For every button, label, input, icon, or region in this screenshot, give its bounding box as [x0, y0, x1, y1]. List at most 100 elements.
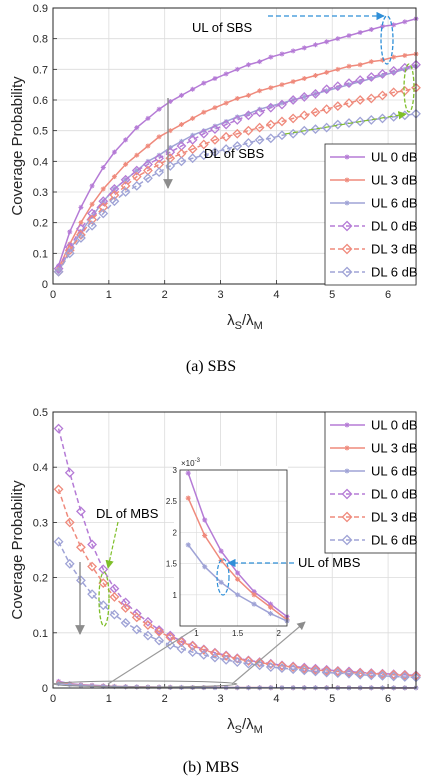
a-s3-point-3: [87, 208, 98, 219]
b-s5-point-8: [143, 630, 153, 641]
a-legend-label-1: UL 3 dB: [371, 173, 418, 188]
a-s0-star-1: [67, 229, 73, 235]
inset-s2-star-0: [185, 542, 191, 548]
a-s5-point-19: [265, 133, 276, 144]
inset-exponent: ×10-3: [181, 458, 201, 468]
xlabel-a-sub1: S: [235, 320, 242, 332]
a-ytick-label-5: 0.5: [33, 126, 48, 138]
a-legend-label-2: UL 6 dB: [371, 196, 418, 211]
a-s2-star-13: [201, 128, 207, 134]
b-s4-point-5: [109, 592, 120, 602]
a-s1-star-7: [134, 152, 140, 158]
a-s2-star-30: [391, 69, 397, 75]
b-s3-point-0: [53, 423, 64, 434]
a-s1-star-29: [379, 57, 385, 63]
b-s5-point-25: [332, 668, 343, 679]
a-s5-point-28: [366, 115, 377, 125]
inset-exponent-power: -3: [195, 458, 201, 464]
ylabel-b: Coverage Probability: [9, 480, 26, 620]
a-s3-point-16: [232, 115, 243, 125]
a-s4-point-27: [355, 95, 366, 105]
a-s5-point-18: [254, 134, 265, 145]
a-s1-star-10: [167, 128, 173, 134]
a-s0-star-9: [156, 106, 162, 112]
xlabel-b-sub2: M: [254, 724, 263, 736]
xlabel-b-main: λ: [227, 716, 235, 733]
a-s2-star-20: [279, 100, 285, 106]
b-legend-label-4: DL 3 dB: [371, 510, 418, 525]
b-xtick-label-2: 2: [162, 693, 168, 705]
a-ytick-label-4: 0.4: [33, 156, 48, 168]
b-s2-star-0: [56, 681, 62, 687]
xlabel-b-sub1: S: [235, 724, 242, 736]
annotation-dl-mbs: DL of MBS: [96, 506, 159, 627]
inset-s2-star-4: [251, 601, 257, 607]
b-s3-point-26: [344, 666, 354, 677]
a-s4-point-29: [377, 90, 388, 101]
a-s5-point-12: [187, 153, 198, 164]
a-legend-marker-2-star-0: [344, 200, 350, 206]
a-s3-point-19: [265, 102, 276, 113]
a-ytick-label-0: 0: [42, 279, 48, 291]
b-xtick-label-0: 0: [50, 693, 56, 705]
a-s3-point-2: [76, 223, 86, 234]
a-ytick-label-6: 0.6: [33, 95, 48, 107]
arrow-dl-sbs: [284, 111, 407, 135]
a-s3-point-7: [131, 165, 142, 176]
a-legend-box: [324, 143, 417, 286]
label-dl-mbs: DL of MBS: [96, 506, 159, 521]
b-s5-point-22: [299, 665, 310, 676]
a-ytick-label-1: 0.1: [33, 248, 48, 260]
b-ytick-label-4: 0.4: [33, 462, 48, 474]
a-s4-point-19: [265, 119, 276, 130]
a-s2-star-17: [245, 111, 251, 117]
a-s1-star-13: [201, 109, 207, 115]
b-s5-point-5: [109, 609, 120, 620]
a-s0-star-30: [391, 22, 397, 28]
a-s1-star-5: [111, 174, 117, 180]
caption-b: (b) MBS: [183, 759, 239, 776]
b-legend-label-2: UL 6 dB: [371, 464, 418, 479]
a-s3-point-15: [221, 119, 232, 130]
b-xtick-label-6: 6: [385, 693, 391, 705]
a-s4-point-5: [109, 190, 120, 200]
inset-series-2: [185, 542, 290, 624]
inset-ytick-label-2: 2: [173, 528, 178, 537]
a-s3-point-29: [377, 69, 388, 79]
a-s0-star-2: [78, 204, 84, 210]
label-ul-sbs: UL of SBS: [192, 20, 253, 35]
a-s4-point-20: [277, 116, 287, 127]
a-s5-point-4: [98, 208, 109, 219]
a-s4-point-15: [221, 131, 232, 142]
b-s2-star-10: [167, 684, 173, 690]
zoom-ellipse-mbs: [52, 680, 238, 688]
a-s5-point-25: [332, 119, 343, 130]
inset-s1-star-3: [235, 576, 241, 582]
b-s2-star-2: [78, 683, 84, 689]
a-s4-point-24: [321, 104, 332, 115]
a-s1-star-0: [56, 266, 62, 272]
a-s0-star-6: [123, 137, 129, 143]
annotation-dl-sbs: DL of SBS: [204, 63, 415, 161]
a-s1-star-14: [212, 105, 218, 111]
a-s1-star-6: [123, 161, 129, 167]
legend-a: UL 0 dB UL 3 dB UL 6 dB DL 0 dB DL 3 dB DL 6 …: [324, 143, 418, 286]
a-s2-star-9: [156, 152, 162, 158]
a-s2-star-19: [268, 103, 274, 109]
a-s2-star-7: [134, 168, 140, 174]
a-s1-star-1: [67, 241, 73, 247]
inset-series-0: [185, 470, 290, 620]
inset-s1-star-5: [267, 604, 274, 610]
a-s5-point-0: [53, 266, 64, 277]
inset-s2-star-5: [267, 610, 274, 617]
caption-a: (a) SBS: [186, 358, 236, 375]
a-s3-point-5: [109, 184, 120, 194]
a-s0-star-0: [56, 263, 62, 269]
a-ytick-label-8: 0.8: [33, 34, 48, 46]
a-s3-point-25: [332, 81, 343, 92]
a-s3-point-0: [53, 263, 64, 274]
a-s5-point-16: [232, 141, 243, 151]
b-ytick-label-3: 0.3: [33, 517, 48, 529]
ellipse-dl-sbs: [403, 63, 415, 113]
a-s0-star-10: [167, 99, 173, 105]
